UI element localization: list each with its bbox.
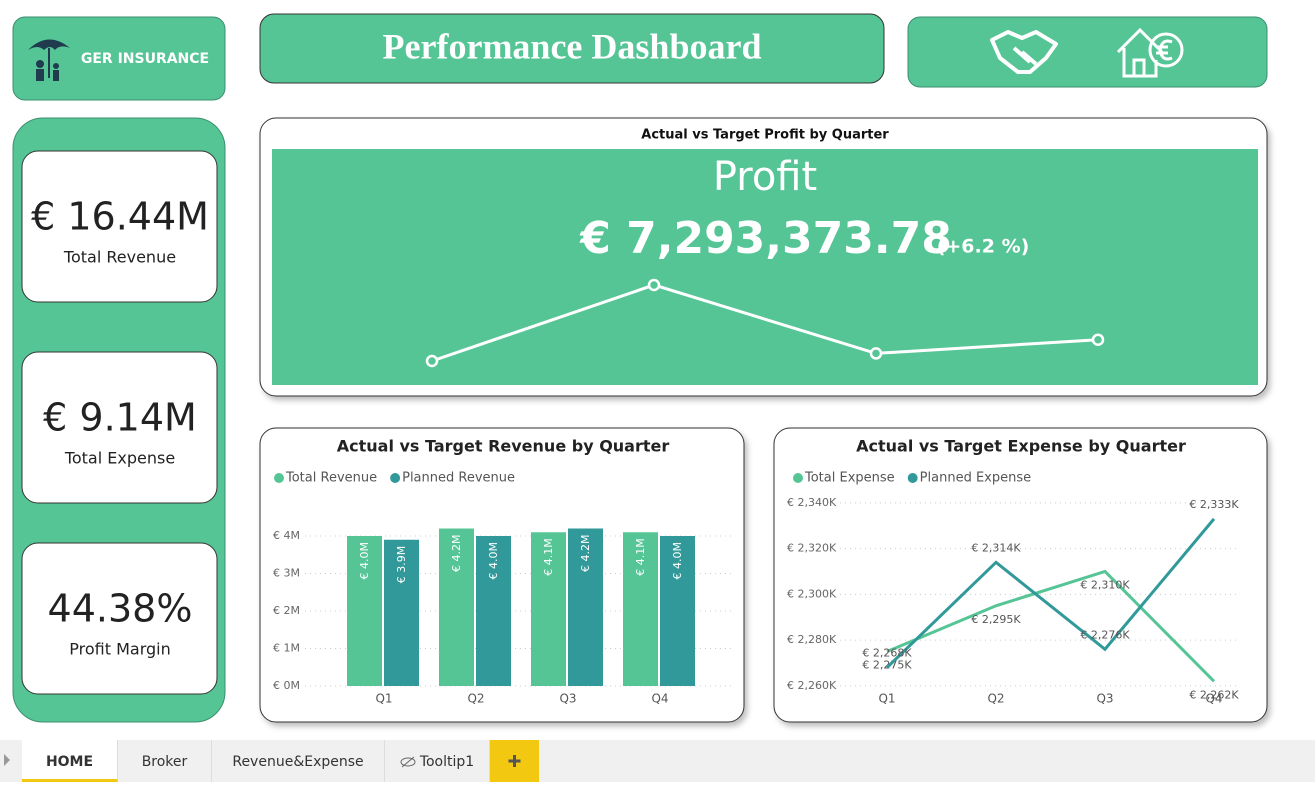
page-tab[interactable]: HOME	[22, 740, 118, 782]
bar-label: € 4.1M	[542, 538, 555, 575]
expense-line	[886, 569, 1216, 683]
bar	[531, 532, 566, 686]
legend-swatch	[907, 473, 918, 483]
bar-label: € 4.0M	[487, 542, 500, 579]
data-label: € 2,276K	[1080, 628, 1130, 641]
chart-title: Actual vs Target Expense by Quarter	[856, 437, 1186, 456]
tab-bar: HOME Broker Revenue&Expense Tooltip1	[0, 740, 1315, 782]
page-title: Performance Dashboard	[383, 26, 762, 66]
legend-swatch	[793, 473, 803, 483]
add-page-button[interactable]	[490, 740, 539, 782]
bar	[568, 528, 603, 686]
kpi-value: 44.38%	[48, 587, 193, 631]
legend-label: Planned Revenue	[402, 471, 515, 486]
scroll-arrow[interactable]	[4, 754, 10, 766]
profit-point	[647, 278, 661, 292]
legend-swatch	[274, 473, 284, 483]
data-label: € 2,275K	[862, 659, 912, 672]
bar-label: € 4.2M	[450, 535, 463, 572]
data-label: € 2,314K	[971, 541, 1021, 554]
x-tick-label: Q1	[878, 692, 895, 706]
logo-icon	[28, 39, 70, 81]
y-tick-label: € 3M	[273, 567, 300, 580]
kpi-label: Total Expense	[64, 449, 175, 468]
profit-line	[431, 283, 1099, 363]
hidden-icon	[400, 756, 416, 768]
bar	[476, 536, 511, 686]
bar-label: € 4.0M	[671, 542, 684, 579]
x-tick-label: Q4	[651, 692, 668, 706]
legend-label: Total Expense	[804, 471, 895, 486]
profit-point	[1091, 333, 1105, 346]
tab-label: Broker	[141, 754, 188, 770]
bar	[623, 532, 658, 686]
bar-label: € 4.0M	[358, 542, 371, 579]
title-card	[259, 13, 885, 84]
bar	[347, 536, 382, 686]
tab-label: Tooltip1	[419, 754, 475, 770]
page-tab[interactable]: Revenue&Expense	[212, 740, 385, 782]
tab-label: HOME	[45, 754, 94, 770]
bar	[660, 536, 695, 686]
data-label: € 2,262K	[1189, 688, 1239, 701]
bar	[384, 539, 419, 686]
legend-label: Planned Expense	[920, 471, 1031, 486]
kpi-change: (+6.2 %)	[937, 236, 1030, 258]
y-tick-label: € 2,280K	[787, 633, 837, 646]
plus-icon	[508, 755, 521, 767]
x-tick-label: Q3	[559, 692, 576, 706]
bar	[439, 528, 474, 686]
kpi-value: € 9.14M	[43, 396, 197, 440]
x-tick-label: Q2	[467, 692, 484, 706]
y-tick-label: € 2,260K	[787, 679, 837, 692]
kpi-value: € 16.44M	[31, 195, 209, 239]
profit-point	[869, 347, 883, 360]
chart-title: Actual vs Target Revenue by Quarter	[337, 437, 670, 456]
handshake-icon	[990, 30, 1058, 74]
y-tick-label: € 1M	[273, 642, 300, 655]
page-tab[interactable]: Tooltip1	[385, 740, 490, 782]
legend-swatch	[390, 473, 401, 483]
kpi-label: Total Revenue	[63, 248, 176, 267]
y-tick-label: € 2,320K	[787, 542, 837, 555]
expense-line	[885, 517, 1216, 669]
profit-panel	[272, 149, 1258, 385]
kpi-value: € 7,293,373.78	[579, 213, 952, 264]
bar-label: € 3.9M	[395, 546, 408, 583]
kpi-card	[21, 150, 218, 303]
kpi-card	[21, 351, 218, 504]
kpi-label: Profit Margin	[69, 640, 170, 659]
y-tick-label: € 0M	[273, 679, 300, 692]
profit-point	[425, 354, 439, 368]
data-label: € 2,268K	[862, 647, 912, 660]
legend-label: Total Revenue	[285, 471, 377, 486]
y-tick-label: € 2,300K	[787, 587, 837, 600]
bar-label: € 4.1M	[634, 538, 647, 575]
y-tick-label: € 4M	[273, 529, 300, 542]
page-tab[interactable]: Broker	[118, 740, 212, 782]
logo-text: GER INSURANCE	[81, 51, 209, 67]
data-label: € 2,310K	[1080, 578, 1130, 591]
chart-title: Actual vs Target Profit by Quarter	[641, 128, 889, 143]
icons-card	[907, 16, 1268, 88]
x-tick-label: Q1	[375, 692, 392, 706]
y-tick-label: € 2,340K	[787, 496, 837, 509]
data-label: € 2,333K	[1189, 498, 1239, 511]
y-tick-label: € 2M	[273, 604, 300, 617]
data-label: € 2,295K	[971, 613, 1021, 626]
bar-label: € 4.2M	[579, 535, 592, 572]
x-tick-label: Q4	[1205, 692, 1222, 706]
tab-label: Revenue&Expense	[232, 754, 364, 770]
canvas: GER INSURANCE Performance Dashboard € 16…	[12, 13, 1268, 723]
kpi-card	[21, 542, 218, 695]
house-euro-icon	[1116, 27, 1184, 78]
logo-card	[12, 16, 226, 101]
x-tick-label: Q2	[987, 692, 1004, 706]
x-tick-label: Q3	[1096, 692, 1113, 706]
kpi-label: Profit	[713, 154, 817, 200]
